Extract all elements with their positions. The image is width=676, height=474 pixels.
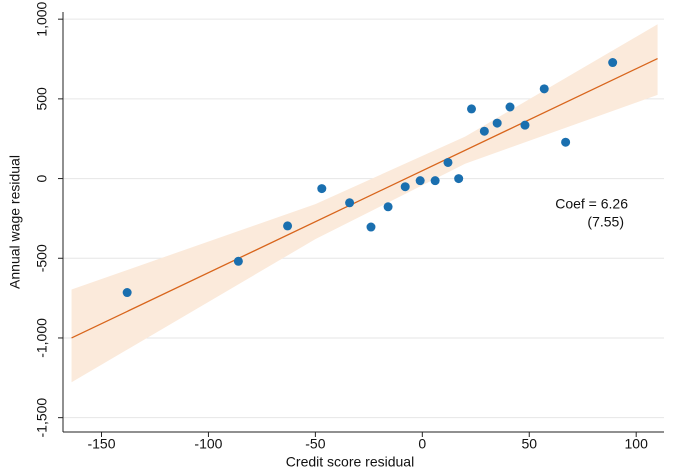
- x-tick-label: -100: [194, 436, 222, 452]
- x-tick-label: 0: [418, 436, 426, 452]
- y-axis-label: Annual wage residual: [7, 155, 23, 289]
- point: [505, 102, 515, 112]
- point: [233, 256, 243, 266]
- point: [345, 198, 355, 208]
- x-tick-label: 50: [521, 436, 537, 452]
- point: [492, 118, 502, 128]
- point: [454, 174, 464, 184]
- point: [400, 182, 410, 192]
- point: [467, 104, 477, 114]
- y-tick-label: 500: [34, 87, 50, 111]
- point: [317, 184, 327, 194]
- x-axis-label: Credit score residual: [286, 454, 414, 470]
- point: [415, 176, 425, 186]
- annotation: (7.55): [587, 214, 624, 230]
- point: [561, 137, 571, 147]
- x-tick-label: 100: [625, 436, 649, 452]
- point: [366, 222, 376, 232]
- y-tick-label: -500: [34, 244, 50, 272]
- x-tick-label: -150: [87, 436, 115, 452]
- point: [283, 221, 293, 231]
- annotation: Coef = 6.26: [555, 196, 628, 212]
- point: [430, 176, 440, 186]
- y-tick-label: 1,000: [34, 1, 50, 36]
- point: [520, 120, 530, 130]
- point: [443, 157, 453, 167]
- fit-line: [71, 57, 658, 339]
- y-tick-label: -1,500: [34, 398, 50, 438]
- y-tick-label: 0: [34, 174, 50, 182]
- confidence-band: [71, 24, 658, 383]
- point: [122, 288, 132, 298]
- point: [383, 202, 393, 212]
- point: [608, 58, 618, 68]
- point: [479, 126, 489, 136]
- band-layer: [71, 24, 658, 383]
- x-tick-label: -50: [305, 436, 325, 452]
- point: [539, 84, 549, 94]
- y-tick-label: -1,000: [34, 318, 50, 358]
